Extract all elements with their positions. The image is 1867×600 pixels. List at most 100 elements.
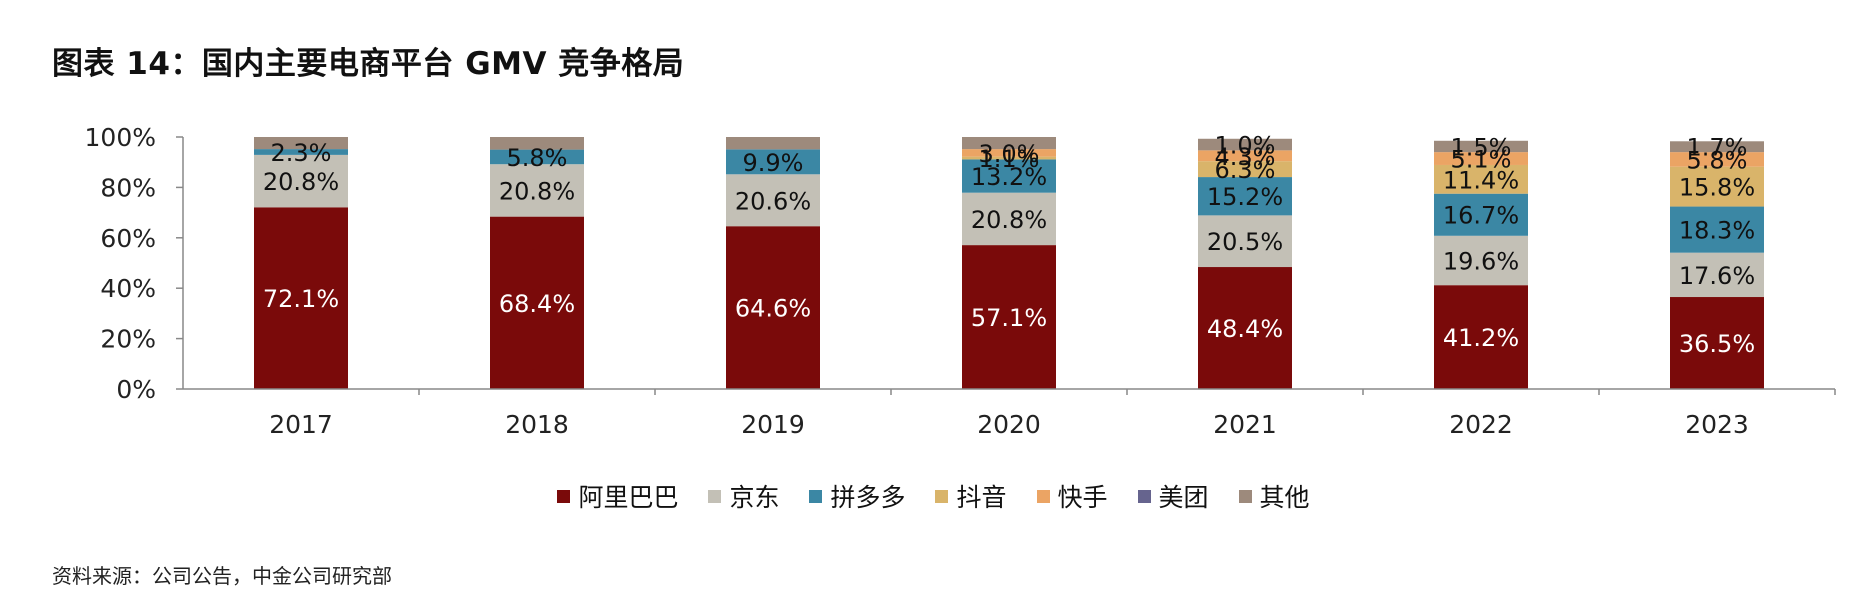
data-label: 17.6% — [1679, 262, 1755, 290]
x-tick-label: 2021 — [1213, 410, 1277, 439]
bar-segment — [1670, 141, 1764, 153]
data-label: 20.8% — [263, 168, 339, 196]
bar-segment — [726, 226, 820, 389]
bar-segment — [1198, 150, 1292, 162]
legend: 阿里巴巴 京东 拼多多 抖音 快手 美团 其他 — [0, 478, 1867, 514]
x-tick-label: 2020 — [977, 410, 1041, 439]
data-label: 18.3% — [1679, 217, 1755, 245]
legend-item: 阿里巴巴 — [557, 478, 678, 514]
bar-segment — [962, 137, 1056, 150]
data-label: 41.2% — [1443, 324, 1519, 352]
bar-segment — [1198, 138, 1292, 151]
bar-segment — [1434, 140, 1528, 153]
y-tick-label: 80% — [100, 173, 156, 202]
source-note: 资料来源：公司公告，中金公司研究部 — [52, 564, 392, 588]
bar-segment — [962, 149, 1056, 157]
bar-segment — [1198, 215, 1292, 268]
x-axis: 2017 2018 2019 2020 2021 2022 2023 — [183, 388, 1836, 439]
bar-segment — [1670, 166, 1764, 207]
y-tick-label: 40% — [100, 274, 156, 303]
bar-segment — [1198, 267, 1292, 389]
legend-item: 美团 — [1137, 478, 1209, 514]
bar-segment — [726, 137, 820, 150]
x-tick-label: 2023 — [1685, 410, 1749, 439]
legend-item: 其他 — [1238, 478, 1310, 514]
legend-swatch — [708, 489, 722, 503]
bar-segment — [1434, 285, 1528, 389]
bar-segment — [490, 216, 584, 389]
x-tick-label: 2017 — [269, 410, 333, 439]
data-label: 36.5% — [1679, 330, 1755, 358]
bar-segment — [254, 137, 348, 150]
legend-swatch — [1036, 489, 1050, 503]
bar-segment — [1434, 235, 1528, 286]
legend-swatch — [1238, 489, 1252, 503]
data-label: 5.8% — [507, 144, 568, 172]
data-label: 1.0% — [1215, 132, 1276, 160]
bar-segment — [490, 137, 584, 150]
data-label: 64.6% — [735, 295, 811, 323]
legend-swatch — [1137, 489, 1151, 503]
bar-segment — [962, 156, 1056, 160]
x-tick-label: 2019 — [741, 410, 805, 439]
bar-segment — [1198, 177, 1292, 216]
bar-segment — [1434, 152, 1528, 165]
bar-segment — [1434, 193, 1528, 236]
legend-label: 京东 — [729, 483, 780, 512]
data-label: 57.1% — [971, 304, 1047, 332]
legend-item: 京东 — [708, 478, 779, 514]
x-tick-label: 2022 — [1449, 410, 1513, 439]
legend-label: 拼多多 — [830, 483, 906, 512]
legend-swatch — [557, 489, 571, 503]
chart-title: 图表 14：国内主要电商平台 GMV 竞争格局 — [52, 46, 685, 82]
data-label: 16.7% — [1443, 202, 1519, 230]
data-label: 1.5% — [1451, 133, 1512, 161]
bar-segment — [962, 245, 1056, 389]
data-label: 20.8% — [499, 177, 575, 205]
data-label: 4.3% — [1215, 143, 1276, 171]
bar-labels: 72.1%20.8%2.3%68.4%20.8%5.8%64.6%20.6%9.… — [263, 132, 1755, 358]
data-label: 72.1% — [263, 285, 339, 313]
data-label: 68.4% — [499, 290, 575, 318]
y-tick-label: 100% — [85, 123, 156, 152]
bar-segment — [490, 149, 584, 165]
data-label: 6.3% — [1215, 156, 1276, 184]
data-label: 20.5% — [1207, 228, 1283, 256]
bar-segment — [1434, 164, 1528, 194]
data-label: 48.4% — [1207, 315, 1283, 343]
legend-label: 阿里巴巴 — [578, 483, 679, 512]
bar-segment — [962, 192, 1056, 246]
legend-swatch — [935, 489, 949, 503]
data-label: 15.2% — [1207, 183, 1283, 211]
bar-segment — [254, 207, 348, 389]
data-label: 3.0% — [979, 140, 1040, 168]
stacked-bar-chart: 0%20%40%60%80%100% 72.1%20.8%2.3%68.4%20… — [85, 123, 1836, 439]
legend-label: 美团 — [1158, 483, 1209, 512]
bar-segment — [1198, 161, 1292, 178]
x-tick-label: 2018 — [505, 410, 569, 439]
data-label: 13.2% — [971, 163, 1047, 191]
legend-item: 抖音 — [935, 478, 1007, 514]
data-label: 5.1% — [1451, 146, 1512, 174]
data-label: 9.9% — [743, 149, 804, 177]
data-label: 1.7% — [1687, 134, 1748, 162]
legend-item: 快手 — [1036, 478, 1108, 514]
bar-segment — [254, 154, 348, 208]
data-label: 5.8% — [1687, 146, 1748, 174]
bar-segment — [1670, 206, 1764, 253]
legend-label: 抖音 — [956, 483, 1007, 512]
data-label: 1.1% — [979, 145, 1040, 173]
legend-swatch — [809, 489, 823, 503]
data-label: 20.8% — [971, 206, 1047, 234]
data-label: 2.3% — [271, 139, 332, 167]
y-tick-label: 60% — [100, 224, 156, 253]
legend-label: 其他 — [1259, 483, 1310, 512]
y-tick-label: 0% — [116, 375, 156, 404]
bar-segment — [1670, 297, 1764, 389]
bar-segment — [490, 164, 584, 217]
y-axis: 0% 20% 40% 60% 80% 100% — [85, 123, 184, 404]
bar-segment — [726, 174, 820, 227]
bar-segment — [726, 149, 820, 175]
bar-segment — [1670, 252, 1764, 298]
bar-segment — [1670, 152, 1764, 167]
